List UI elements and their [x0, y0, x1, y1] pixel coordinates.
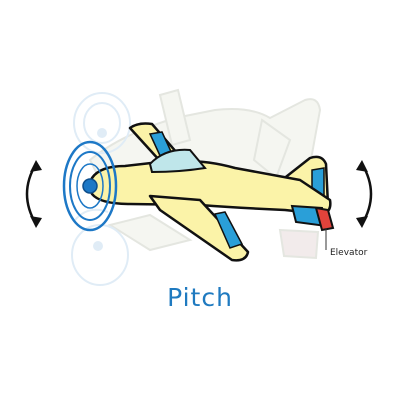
right-rotation-arrow-icon — [356, 160, 373, 228]
left-rotation-arrow-icon — [25, 160, 42, 228]
canopy — [148, 148, 207, 174]
lower-wing — [148, 194, 250, 262]
diagram-title: Pitch — [167, 283, 233, 312]
elevator-label: Elevator — [330, 248, 368, 258]
propeller-icon — [62, 140, 118, 232]
airplane — [88, 122, 335, 262]
elevator — [314, 206, 335, 232]
